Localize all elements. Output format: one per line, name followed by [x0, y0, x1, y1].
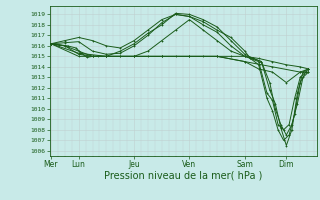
X-axis label: Pression niveau de la mer( hPa ): Pression niveau de la mer( hPa ) — [104, 171, 262, 181]
